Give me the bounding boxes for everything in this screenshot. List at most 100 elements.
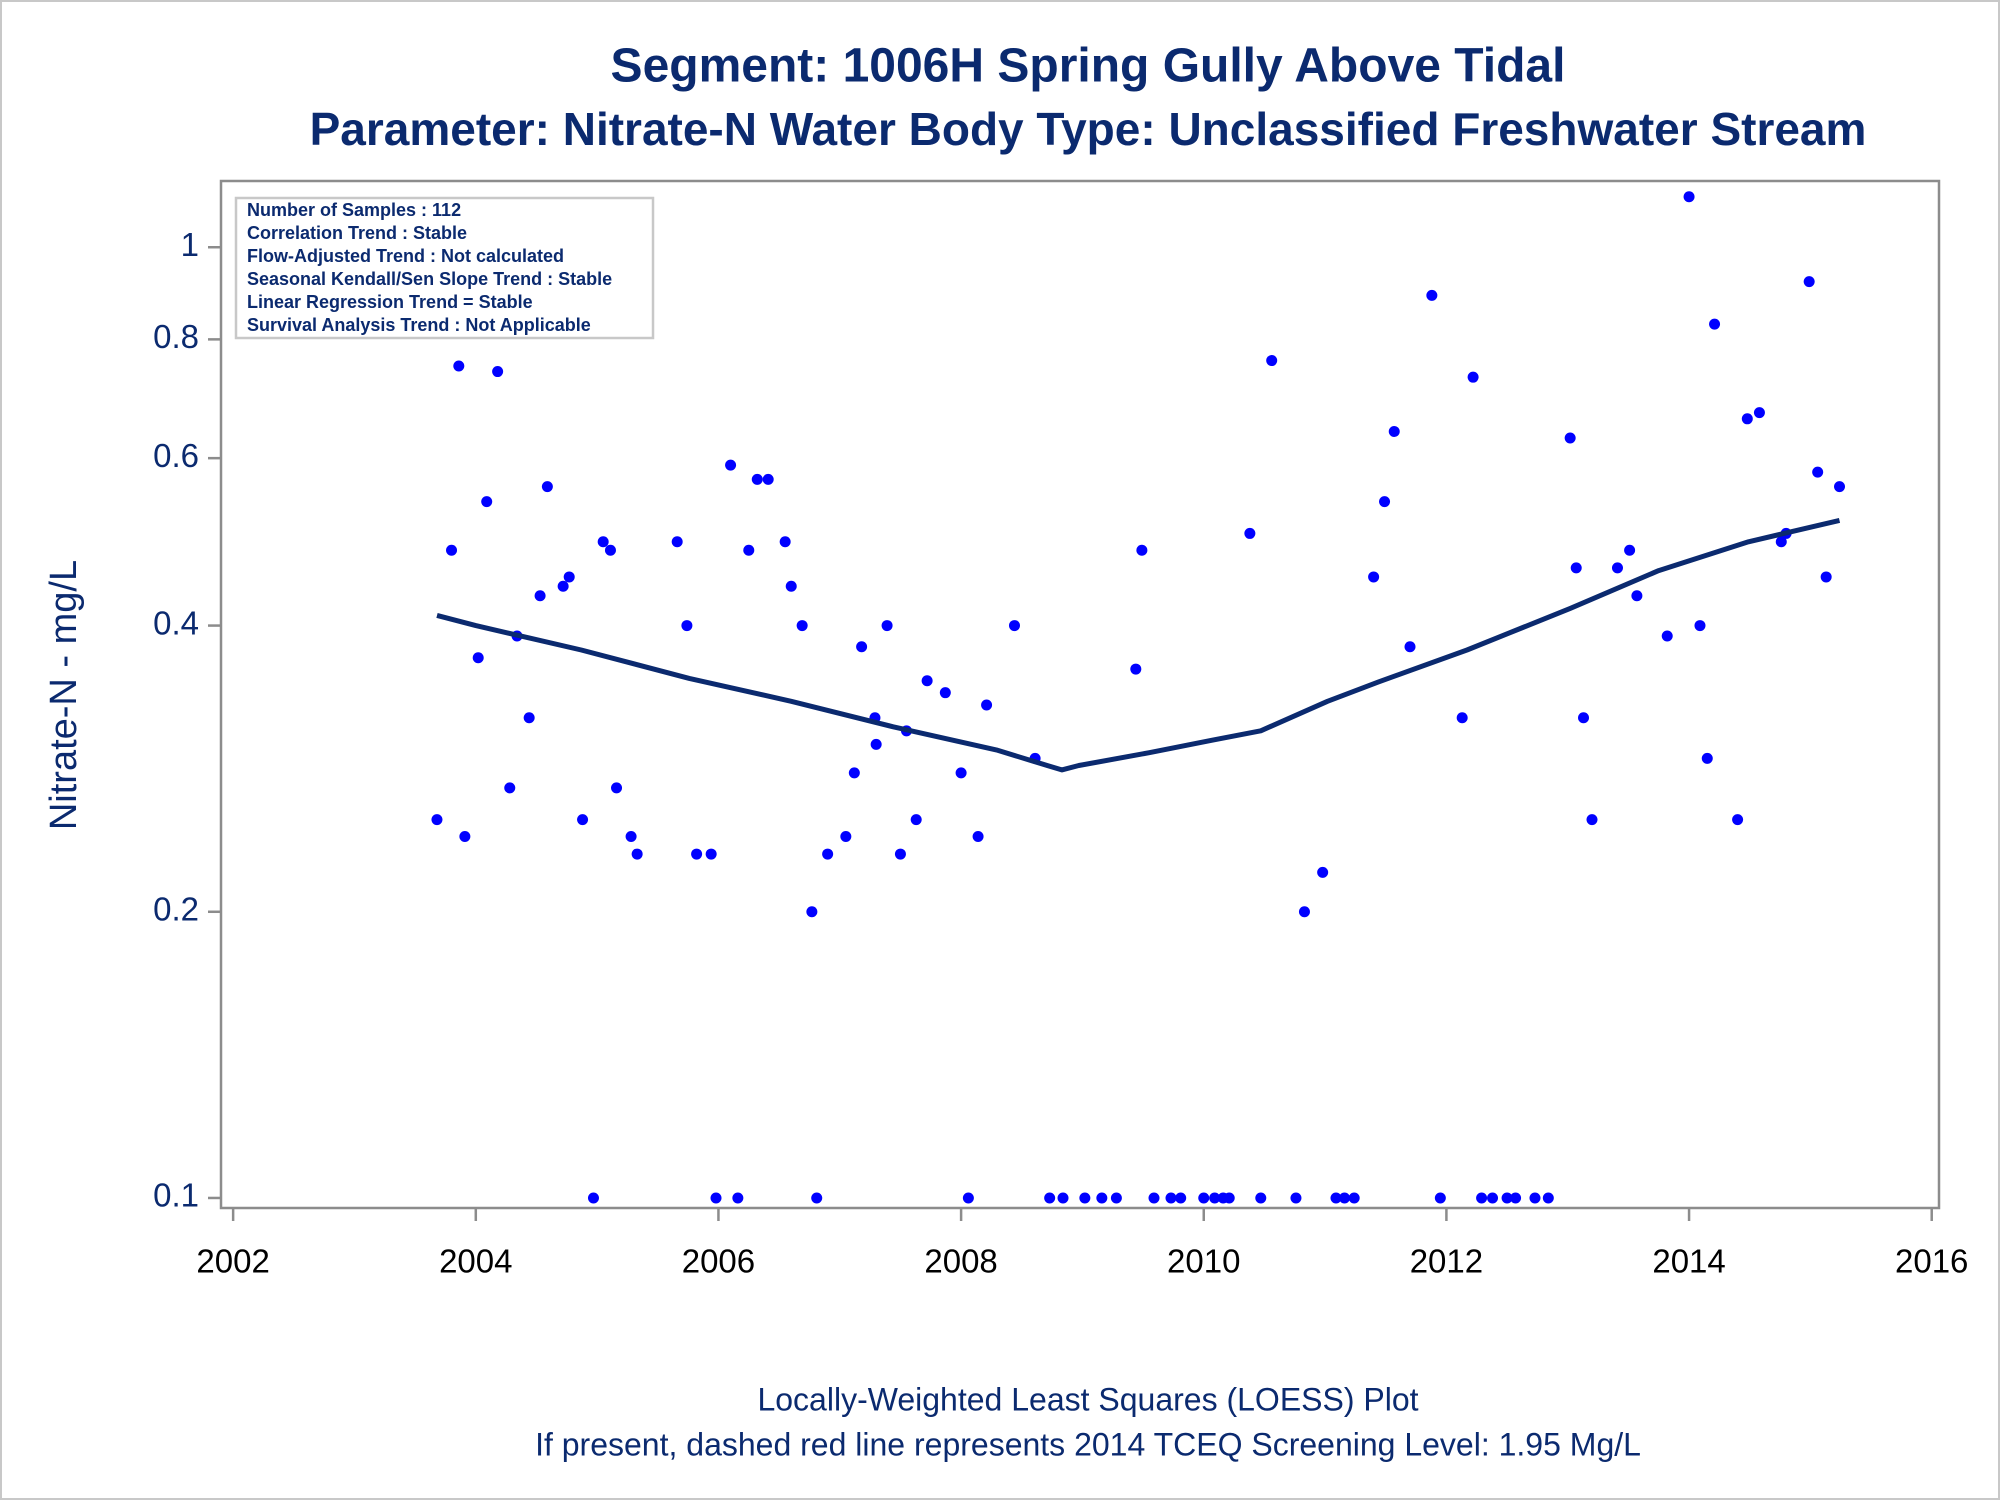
data-point	[541, 481, 553, 493]
data-point	[1338, 1192, 1350, 1204]
x-tick-label: 2012	[1410, 1243, 1483, 1280]
data-point	[1578, 712, 1590, 724]
y-tick-label: 0.8	[153, 318, 199, 355]
data-point	[910, 814, 922, 826]
data-point	[811, 1192, 823, 1204]
data-point	[972, 830, 984, 842]
data-point	[472, 652, 484, 664]
data-point	[1529, 1192, 1541, 1204]
data-point	[1456, 712, 1468, 724]
data-point	[1057, 1192, 1069, 1204]
data-point	[1266, 355, 1278, 367]
data-point	[705, 848, 717, 860]
data-point	[806, 906, 818, 918]
data-point	[1426, 289, 1438, 301]
data-point	[492, 366, 504, 378]
data-point	[856, 641, 868, 653]
y-tick-label: 0.2	[153, 890, 199, 927]
data-point	[453, 360, 465, 372]
data-point	[710, 1192, 722, 1204]
data-point	[631, 848, 643, 860]
data-point	[881, 620, 893, 632]
data-point	[431, 814, 443, 826]
data-point	[691, 848, 703, 860]
data-point	[1244, 527, 1256, 539]
data-point	[1820, 571, 1832, 583]
data-point	[611, 782, 623, 794]
y-tick-label: 0.4	[153, 604, 199, 641]
x-tick-label: 2008	[924, 1243, 997, 1280]
data-point	[604, 544, 616, 556]
data-point	[1803, 276, 1815, 288]
y-tick-label: 0.6	[153, 437, 199, 474]
data-point	[1096, 1192, 1108, 1204]
data-point	[1379, 496, 1391, 508]
stats-line: Number of Samples : 112	[247, 200, 461, 220]
data-point	[921, 675, 933, 687]
data-point	[459, 830, 471, 842]
data-point	[1631, 590, 1643, 602]
data-point	[1501, 1192, 1513, 1204]
data-point	[1404, 641, 1416, 653]
data-point	[1330, 1192, 1342, 1204]
data-point	[1136, 544, 1148, 556]
y-axis-label: Nitrate-N - mg/L	[43, 560, 85, 830]
data-point	[534, 590, 546, 602]
data-point	[1008, 620, 1020, 632]
data-point	[1368, 571, 1380, 583]
data-point	[587, 1192, 599, 1204]
plot-frame	[219, 179, 1941, 1210]
data-point	[1586, 814, 1598, 826]
y-tick-label: 1	[181, 226, 199, 263]
data-point	[779, 536, 791, 548]
data-point	[446, 544, 458, 556]
data-point	[1209, 1192, 1221, 1204]
data-point	[1510, 1192, 1522, 1204]
data-point	[840, 830, 852, 842]
y-tick-label: 0.1	[153, 1177, 199, 1214]
data-point	[1298, 906, 1310, 918]
data-point	[762, 473, 774, 485]
data-point	[563, 571, 575, 583]
data-point	[1709, 318, 1721, 330]
data-point	[1775, 536, 1787, 548]
data-point	[981, 699, 993, 711]
data-point	[1476, 1192, 1488, 1204]
data-point	[1694, 620, 1706, 632]
data-point	[955, 767, 967, 779]
data-point	[504, 782, 516, 794]
footnote: Locally-Weighted Least Squares (LOESS) P…	[757, 1381, 1418, 1417]
data-point	[1834, 481, 1846, 493]
data-point	[557, 580, 569, 592]
data-point	[1290, 1192, 1302, 1204]
data-point	[1732, 814, 1744, 826]
stats-line: Correlation Trend : Stable	[247, 223, 467, 243]
data-point	[523, 712, 535, 724]
data-point	[1624, 544, 1636, 556]
stats-line: Linear Regression Trend = Stable	[247, 292, 533, 312]
data-point	[1175, 1192, 1187, 1204]
data-point	[962, 1192, 974, 1204]
stats-line: Flow-Adjusted Trend : Not calculated	[247, 246, 564, 266]
data-point	[848, 767, 860, 779]
data-point	[1570, 562, 1582, 574]
data-point	[1542, 1192, 1554, 1204]
data-point	[1741, 413, 1753, 425]
stats-line: Seasonal Kendall/Sen Slope Trend : Stabl…	[247, 269, 612, 289]
data-point	[1317, 866, 1329, 878]
data-point	[1044, 1192, 1056, 1204]
data-point	[1148, 1192, 1160, 1204]
data-point	[625, 830, 637, 842]
data-point	[894, 848, 906, 860]
data-point	[1130, 663, 1142, 675]
data-point	[1487, 1192, 1499, 1204]
data-point	[1753, 407, 1765, 419]
data-point	[1467, 371, 1479, 383]
data-point	[1564, 432, 1576, 444]
data-point	[597, 536, 609, 548]
data-point	[481, 496, 493, 508]
data-point	[1223, 1192, 1235, 1204]
x-tick-label: 2002	[196, 1243, 269, 1280]
data-point	[1388, 426, 1400, 438]
